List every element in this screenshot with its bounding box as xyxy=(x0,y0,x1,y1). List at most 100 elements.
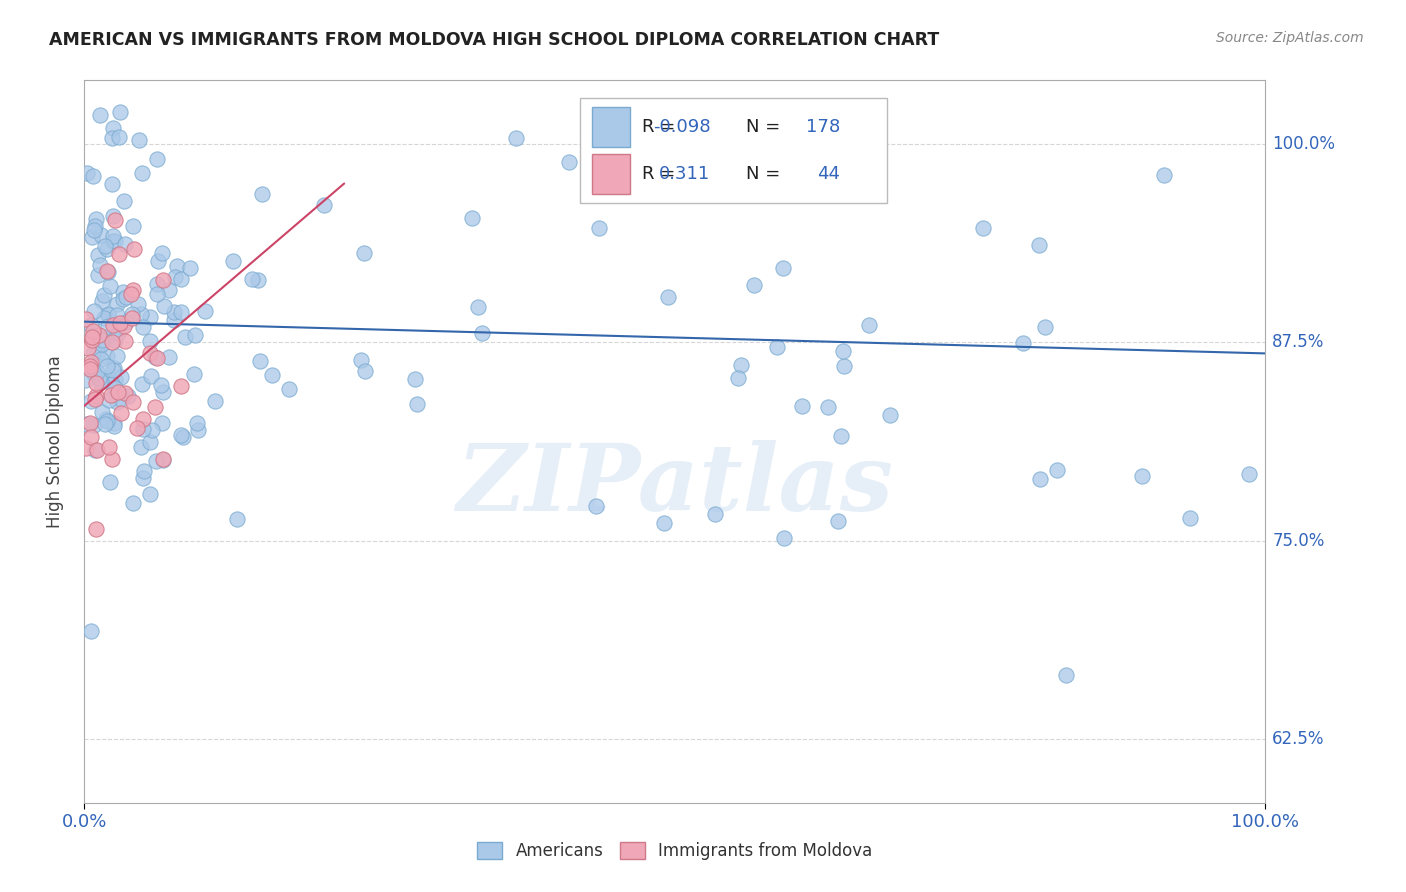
Point xyxy=(98,392,121,407)
Point xyxy=(132,320,155,334)
Point xyxy=(124,242,146,256)
Point xyxy=(132,464,155,478)
Point xyxy=(75,373,97,387)
Point xyxy=(131,412,153,426)
Point xyxy=(139,369,162,384)
Point xyxy=(247,273,270,287)
Point xyxy=(131,376,153,391)
Point xyxy=(105,350,128,364)
Point xyxy=(194,304,217,318)
Point xyxy=(107,326,129,341)
Point xyxy=(790,399,813,413)
Text: R =: R = xyxy=(641,165,675,183)
Point xyxy=(163,305,186,319)
Point xyxy=(114,236,136,251)
Point xyxy=(187,423,209,437)
Point xyxy=(117,389,139,403)
Point xyxy=(1028,472,1050,486)
Point xyxy=(110,406,132,420)
Point xyxy=(129,440,152,454)
Text: Source: ZipAtlas.com: Source: ZipAtlas.com xyxy=(1216,31,1364,45)
Point xyxy=(87,371,110,385)
Point xyxy=(585,499,607,513)
Point xyxy=(165,269,187,284)
Point xyxy=(83,417,105,432)
Text: 75.0%: 75.0% xyxy=(1272,532,1324,549)
Point xyxy=(152,453,174,467)
Point xyxy=(831,343,853,358)
Point xyxy=(79,359,101,373)
Point xyxy=(145,351,167,366)
Point xyxy=(101,452,124,467)
Point xyxy=(139,334,162,348)
Point xyxy=(179,260,201,275)
Point xyxy=(76,417,98,431)
Point xyxy=(101,376,124,391)
Point xyxy=(146,277,169,292)
Point xyxy=(77,342,100,356)
Point xyxy=(96,330,118,344)
Point xyxy=(152,452,174,467)
Point xyxy=(89,258,111,272)
Point xyxy=(120,286,142,301)
Point xyxy=(312,198,335,212)
Point xyxy=(122,496,145,510)
Point xyxy=(83,367,105,381)
Point xyxy=(101,229,124,244)
FancyBboxPatch shape xyxy=(592,107,630,147)
Point xyxy=(146,287,169,301)
Point xyxy=(110,370,132,384)
Point xyxy=(103,120,125,135)
Point xyxy=(152,273,174,287)
Point xyxy=(1153,168,1175,182)
Point xyxy=(86,442,108,457)
Point xyxy=(830,429,852,443)
Point xyxy=(163,312,186,326)
Point xyxy=(159,350,181,364)
Point xyxy=(204,393,226,408)
Point xyxy=(79,416,101,430)
Point xyxy=(139,434,162,449)
Point xyxy=(104,373,127,387)
Point xyxy=(146,253,169,268)
Point xyxy=(112,319,135,334)
Point xyxy=(169,379,191,393)
Point xyxy=(122,283,145,297)
Point xyxy=(173,330,195,344)
Point xyxy=(103,417,125,431)
Point xyxy=(404,372,426,386)
Text: AMERICAN VS IMMIGRANTS FROM MOLDOVA HIGH SCHOOL DIPLOMA CORRELATION CHART: AMERICAN VS IMMIGRANTS FROM MOLDOVA HIGH… xyxy=(49,31,939,49)
Point xyxy=(471,326,494,340)
Point xyxy=(657,290,679,304)
Point xyxy=(103,419,125,434)
Point xyxy=(558,155,581,169)
Point xyxy=(98,440,121,454)
Point xyxy=(75,441,97,455)
Point xyxy=(353,245,375,260)
Point xyxy=(103,209,125,223)
Point xyxy=(90,405,112,419)
Point xyxy=(260,368,283,382)
Point xyxy=(170,305,193,319)
Point xyxy=(744,277,766,292)
Point xyxy=(90,374,112,388)
Point xyxy=(96,349,118,363)
Point xyxy=(84,212,107,227)
Point xyxy=(773,532,796,546)
Text: N =: N = xyxy=(745,165,780,183)
Point xyxy=(86,365,108,379)
Point xyxy=(114,334,136,348)
Point xyxy=(93,310,115,325)
Point xyxy=(96,243,118,257)
Point xyxy=(82,327,104,342)
FancyBboxPatch shape xyxy=(581,98,887,203)
Point xyxy=(84,522,107,536)
Point xyxy=(183,367,205,381)
Point xyxy=(250,186,273,201)
Point xyxy=(121,307,143,321)
Point xyxy=(121,219,143,233)
Point xyxy=(107,395,129,409)
Point xyxy=(145,152,167,166)
Point xyxy=(166,259,188,273)
Point xyxy=(82,330,104,344)
